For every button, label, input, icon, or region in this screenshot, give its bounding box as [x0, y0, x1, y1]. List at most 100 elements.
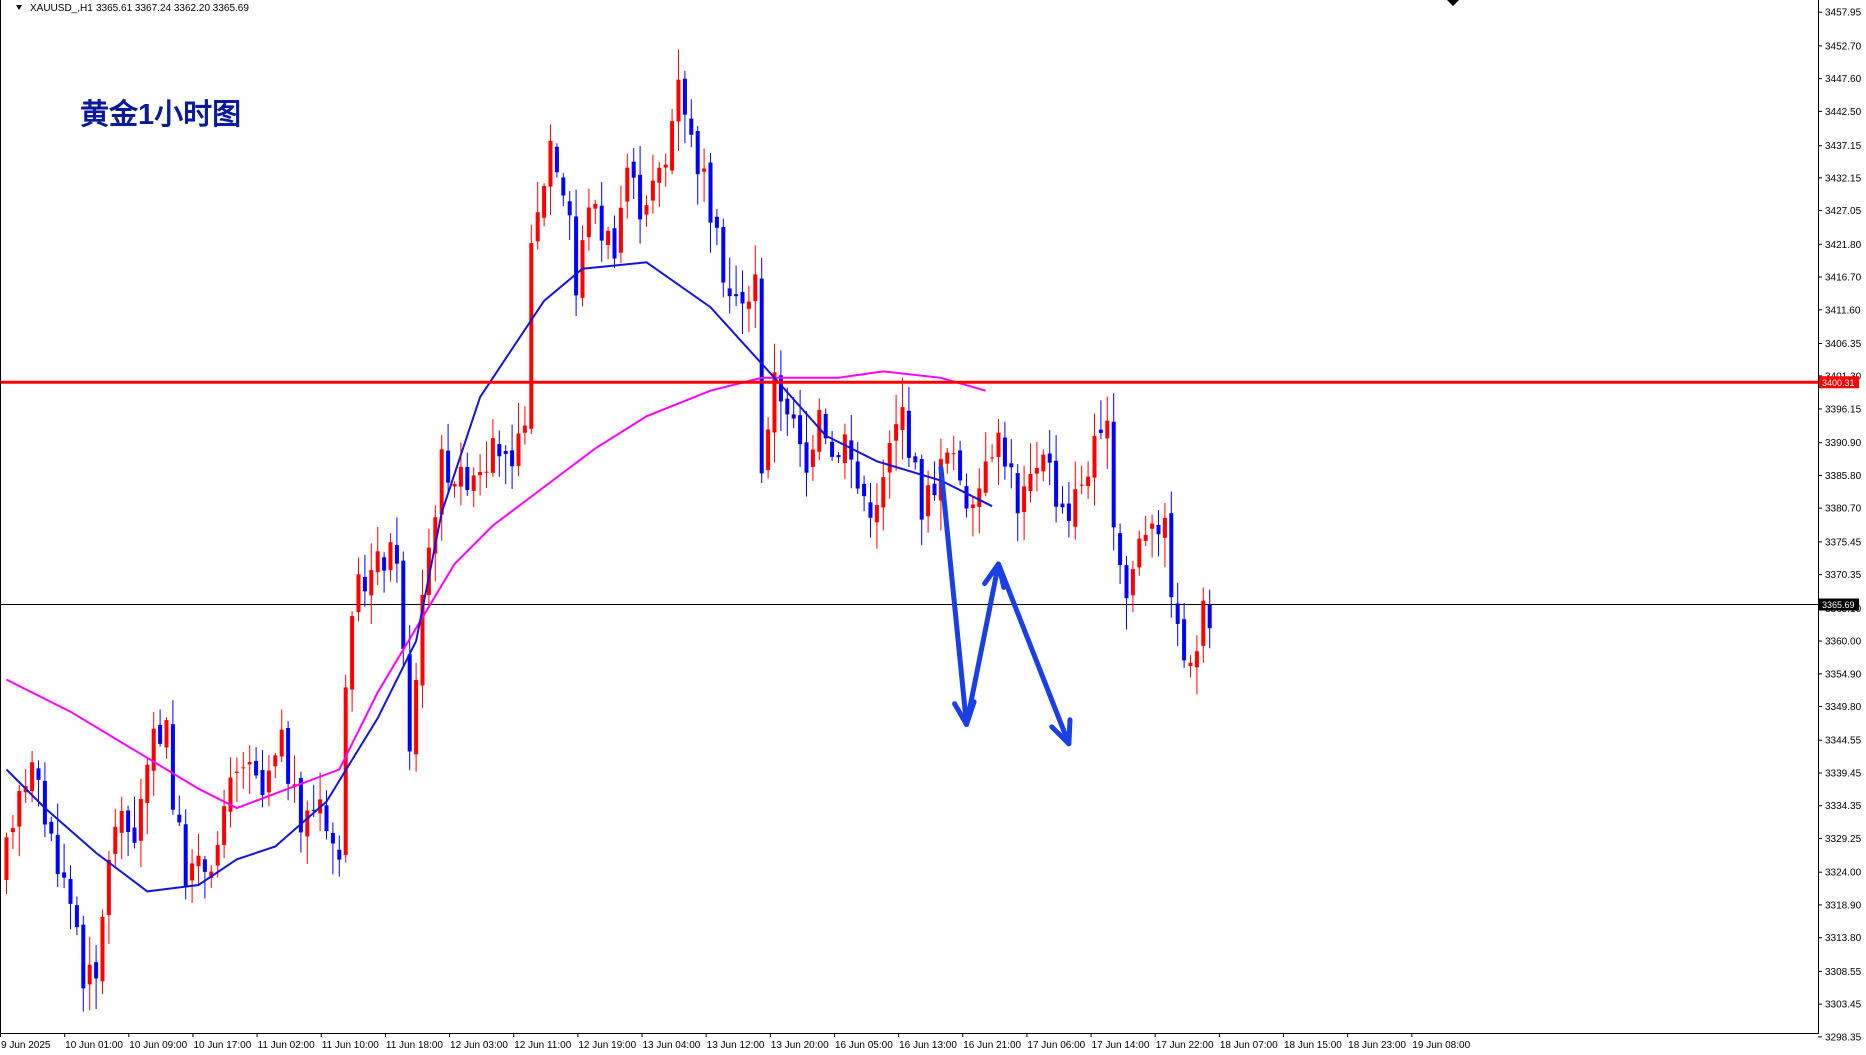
candle: [983, 432, 988, 497]
candle: [644, 195, 649, 227]
candle: [830, 430, 835, 461]
candle-body: [4, 837, 9, 881]
candle: [1162, 502, 1167, 568]
candle: [497, 430, 502, 477]
candle-body: [1150, 523, 1155, 529]
candle: [234, 757, 239, 802]
candle-body: [452, 483, 457, 487]
candle-body: [970, 504, 975, 508]
candle: [36, 760, 41, 807]
candle: [1105, 396, 1110, 470]
candle: [708, 152, 713, 253]
candle: [190, 849, 195, 903]
candle-body: [644, 205, 649, 215]
candle: [529, 224, 534, 435]
candle-body: [830, 441, 835, 457]
candle-body: [42, 780, 47, 825]
candle: [1130, 560, 1135, 613]
x-tick-label: 11 Jun 02:00: [258, 1040, 316, 1051]
candle: [1041, 449, 1046, 482]
candle: [759, 257, 764, 483]
candle: [1137, 530, 1142, 576]
candle-body: [1098, 429, 1103, 433]
candle-body: [522, 425, 527, 433]
y-tick-label: 3308.55: [1825, 967, 1862, 978]
candle: [254, 747, 259, 779]
candle: [279, 709, 284, 763]
shift-marker-icon[interactable]: [1447, 0, 1459, 6]
x-tick-label: 10 Jun 09:00: [129, 1040, 187, 1051]
y-tick-label: 3442.50: [1825, 107, 1862, 118]
candle-body: [561, 177, 566, 196]
x-tick-label: 19 Jun 08:00: [1412, 1040, 1470, 1051]
candle-body: [337, 849, 342, 860]
candle-body: [311, 809, 316, 811]
candle: [113, 808, 118, 868]
candle-body: [369, 570, 374, 596]
candles: [4, 49, 1212, 1012]
y-tick-label: 3324.00: [1825, 868, 1862, 879]
candle: [727, 257, 732, 314]
x-tick-label: 17 Jun 22:00: [1156, 1040, 1214, 1051]
candle: [10, 814, 15, 850]
candle-body: [810, 449, 815, 468]
candle: [1034, 441, 1039, 492]
candle: [926, 470, 931, 533]
candle-body: [958, 450, 963, 481]
candle: [407, 625, 412, 771]
candle: [900, 377, 905, 460]
candle-body: [36, 768, 41, 780]
candle: [17, 784, 22, 857]
candle: [670, 108, 675, 175]
candle-body: [247, 762, 252, 765]
candle-body: [151, 728, 156, 771]
candle-body: [682, 78, 687, 115]
projection-arrowhead: [982, 561, 1007, 590]
candle: [369, 543, 374, 624]
candle-body: [145, 764, 150, 804]
candle-body: [906, 410, 911, 458]
candle: [657, 161, 662, 207]
candle-body: [881, 477, 886, 508]
x-tick-label: 17 Jun 06:00: [1027, 1040, 1085, 1051]
candle: [100, 909, 105, 994]
candle-body: [1079, 484, 1084, 486]
candle: [990, 444, 995, 463]
current-price-tag-label: 3365.69: [1822, 600, 1855, 610]
candle-body: [593, 203, 598, 209]
candle-body: [286, 728, 291, 784]
candle: [766, 417, 771, 479]
fast-ma-line: [5, 261, 993, 893]
candle-body: [375, 551, 380, 573]
candle-body: [919, 459, 924, 520]
candle: [836, 451, 841, 464]
candle: [663, 153, 668, 187]
candle-body: [1105, 420, 1110, 439]
candle: [158, 709, 163, 747]
candle-body: [324, 805, 329, 832]
candle-body: [657, 167, 662, 183]
candle: [554, 143, 559, 178]
candle-body: [778, 375, 783, 402]
candle-body: [1207, 604, 1212, 629]
candle: [734, 265, 739, 307]
candle: [1156, 509, 1161, 557]
dropdown-arrow-icon[interactable]: [16, 5, 22, 10]
candle: [586, 188, 591, 251]
candle-body: [266, 770, 271, 793]
candle-body: [1015, 473, 1020, 514]
candle: [414, 662, 419, 772]
candle-body: [74, 905, 79, 928]
candle: [862, 475, 867, 512]
candle-body: [10, 828, 15, 833]
y-tick-label: 3437.15: [1825, 141, 1862, 152]
candle-body: [497, 444, 502, 457]
candle-body: [1175, 603, 1180, 624]
x-tick-label: 18 Jun 07:00: [1220, 1040, 1278, 1051]
candle: [1073, 461, 1078, 540]
candle-body: [804, 442, 809, 473]
candle: [964, 473, 969, 518]
candle-body: [17, 790, 22, 827]
